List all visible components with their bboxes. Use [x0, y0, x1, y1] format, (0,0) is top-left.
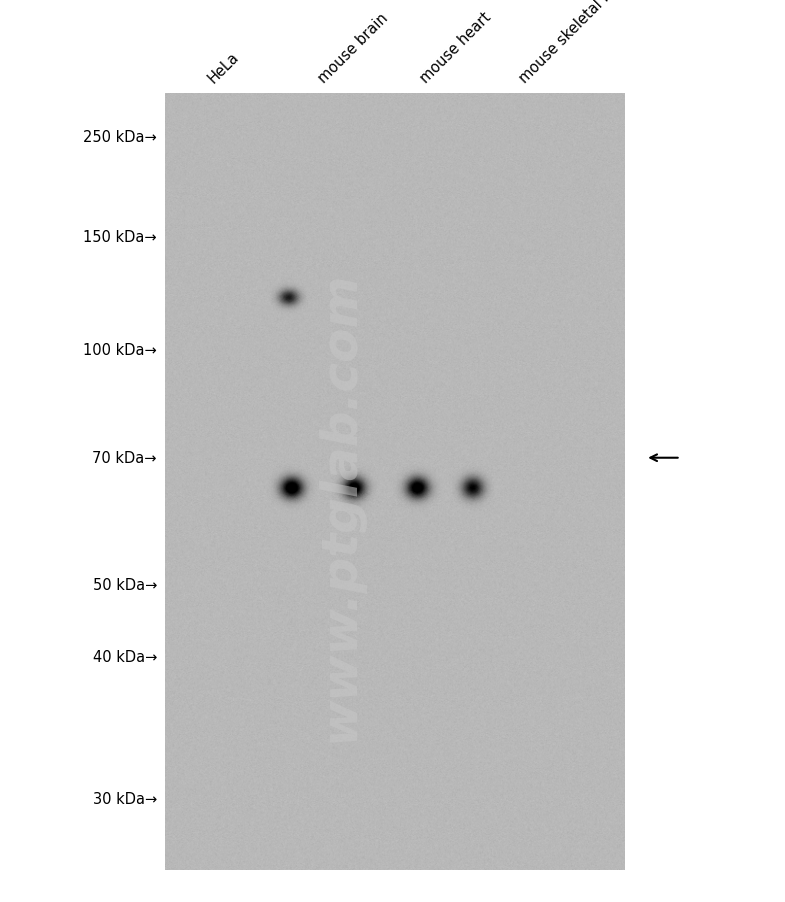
Text: 30 kDa→: 30 kDa→	[93, 791, 157, 805]
Text: www.ptglab.com: www.ptglab.com	[316, 271, 363, 741]
Text: 70 kDa→: 70 kDa→	[93, 451, 157, 465]
Text: 250 kDa→: 250 kDa→	[83, 130, 157, 144]
Text: 50 kDa→: 50 kDa→	[93, 577, 157, 592]
Text: HeLa: HeLa	[205, 49, 242, 86]
Text: 150 kDa→: 150 kDa→	[83, 230, 157, 244]
Text: 100 kDa→: 100 kDa→	[83, 343, 157, 357]
Text: mouse skeletal muscle: mouse skeletal muscle	[517, 0, 646, 86]
Text: mouse brain: mouse brain	[315, 10, 391, 86]
Text: 40 kDa→: 40 kDa→	[93, 649, 157, 664]
Text: mouse heart: mouse heart	[417, 9, 494, 86]
